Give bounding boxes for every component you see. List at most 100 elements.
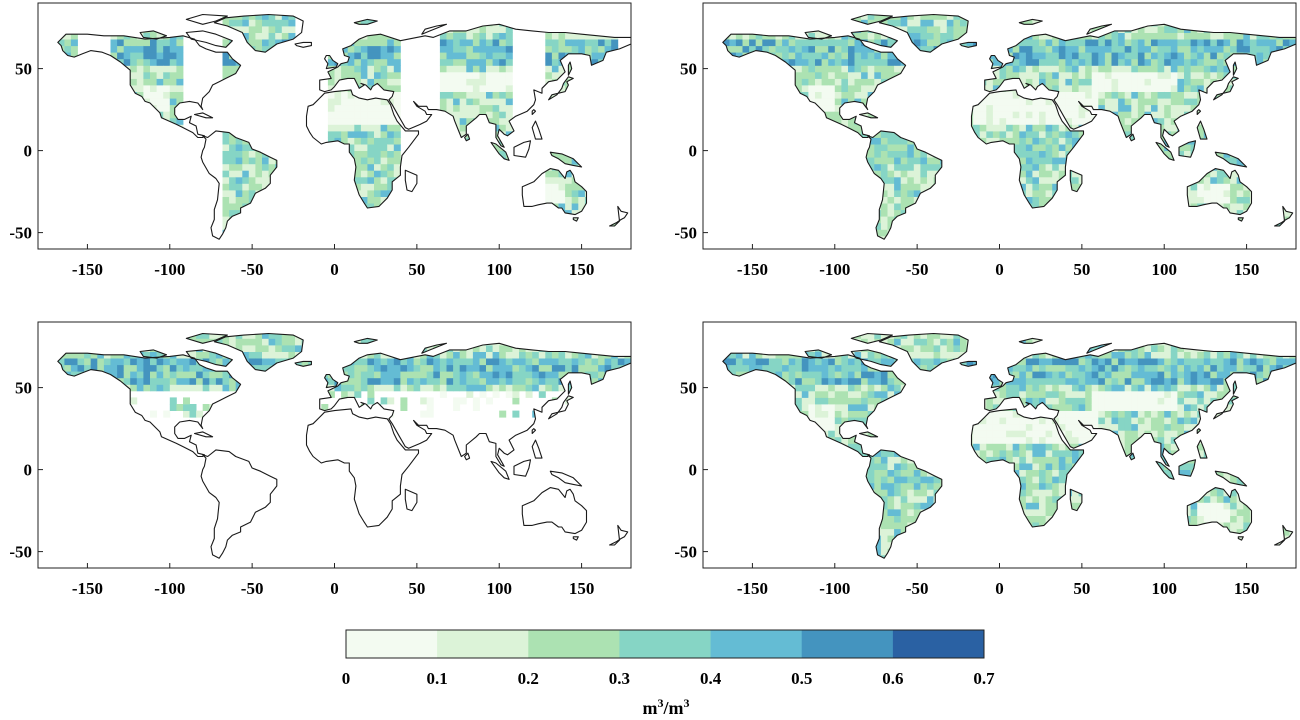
coastline-southAmerica [200,130,278,240]
y-tick-label: 50 [680,60,697,79]
coastline-victoriaIsland [139,349,168,359]
x-tick-label: 150 [1234,260,1260,279]
y-tick-label: 0 [689,142,698,161]
x-tick-label: 0 [330,579,339,598]
coastline-baffin [850,349,898,367]
coastline-sumatra [1155,460,1175,480]
coastline-victoriaIsland [804,349,833,359]
x-tick-label: -50 [906,260,929,279]
coastline-iceland [294,41,312,48]
coastline-eurasia [984,342,1296,467]
colorbar-tick-label: 0.4 [700,669,722,688]
y-tick-label: 0 [24,461,33,480]
coastline-greenland [213,332,304,372]
coastline-sakhalin [567,61,573,76]
coastline-ellesmere [850,332,893,344]
colorbar-tick-label: 0 [342,669,351,688]
colorbar-tick-label: 0.3 [609,669,630,688]
coastline-africa [970,89,1085,209]
coastline-cuba [193,431,214,438]
colorbar-segment [892,630,985,658]
x-tick-label: -150 [737,260,768,279]
coastline-northAmerica [57,33,242,139]
coastline-africa [305,89,420,209]
coastline-philippines [1196,439,1208,459]
coastline-victoriaIsland [804,30,833,40]
coastline-borneo [1178,459,1197,477]
coastline-tasmania [1237,217,1244,222]
coastline-novayaZemlya [1086,23,1113,35]
coastline-cuba [858,431,879,438]
x-tick-label: 100 [486,260,512,279]
x-tick-label: 150 [569,579,595,598]
coastline-svalbard [1018,337,1043,344]
map-panel-bottom-right: -150 -100 -50 0 50 100 150 -50 0 50 [674,321,1297,598]
coastline-novayaZemlya [421,23,448,35]
x-tick-label: 100 [1151,579,1177,598]
coastline-baffin [850,30,898,48]
x-tick-label: 50 [1073,579,1090,598]
moisture-field [57,333,631,418]
x-tick-label: -100 [154,579,185,598]
coastline-sumatra [490,460,510,480]
coastline-philippines [531,120,543,140]
coastline-northAmerica [722,352,907,458]
coastline-southAmerica [865,449,943,559]
coastline-newGuinea [1214,151,1248,168]
coastline-svalbard [353,18,378,25]
x-tick-label: -100 [819,579,850,598]
moisture-field [722,14,1296,240]
y-tick-label: 50 [15,60,32,79]
coastline-greatBritain [989,373,1004,389]
coastline-borneo [1178,140,1197,158]
coastline-sakhalin [1232,61,1238,76]
coastline-japan [548,76,574,101]
colorbar-segment [346,630,438,658]
coastline-madagascar [404,488,418,512]
colorbar-tick-label: 0.2 [518,669,539,688]
coastline-taiwan [1196,109,1202,116]
coastline-borneo [513,459,532,477]
coastline-novayaZemlya [421,342,448,354]
colorbar-tick-label: 0.7 [973,669,995,688]
coastline-greatBritain [989,54,1004,70]
y-tick-label: -50 [674,543,697,562]
y-tick-label: 50 [15,379,32,398]
colorbar-tick-label: 0.1 [426,669,447,688]
coastline-sakhalin [567,380,573,395]
coastline-tasmania [572,536,579,541]
x-tick-label: -150 [72,579,103,598]
x-tick-label: 50 [408,579,425,598]
coastline-newZealand [1274,205,1294,227]
coastline-taiwan [1196,428,1202,435]
coastline-sumatra [490,141,510,161]
coastline-northAmerica [57,352,242,458]
y-tick-label: 0 [689,461,698,480]
coastline-tasmania [1237,536,1244,541]
coastline-victoriaIsland [139,30,168,40]
coastline-ellesmere [185,332,228,344]
x-tick-label: 100 [486,579,512,598]
x-tick-label: -150 [737,579,768,598]
coastline-madagascar [1069,169,1083,193]
coastline-greenland [878,13,969,53]
coastline-ellesmere [185,13,228,25]
coastline-eurasia [319,342,631,467]
colorbar: 0 0.1 0.2 0.3 0.4 0.5 0.6 0.7 [342,629,995,688]
y-tick-label: -50 [674,224,697,243]
y-tick-label: -50 [9,224,32,243]
colorbar-tick-label: 0.5 [791,669,812,688]
colorbar-unit-label: m3/m3 [643,696,690,718]
x-tick-label: 100 [1151,260,1177,279]
coastline-madagascar [1069,488,1083,512]
coastline-iceland [294,360,312,367]
coastline-svalbard [353,337,378,344]
colorbar-segment [619,630,711,658]
x-tick-label: -150 [72,260,103,279]
coastline-iceland [959,360,977,367]
coastline-newGuinea [549,470,583,487]
colorbar-segment [437,630,529,658]
coastline-greatBritain [324,373,339,389]
coastline-iceland [959,41,977,48]
